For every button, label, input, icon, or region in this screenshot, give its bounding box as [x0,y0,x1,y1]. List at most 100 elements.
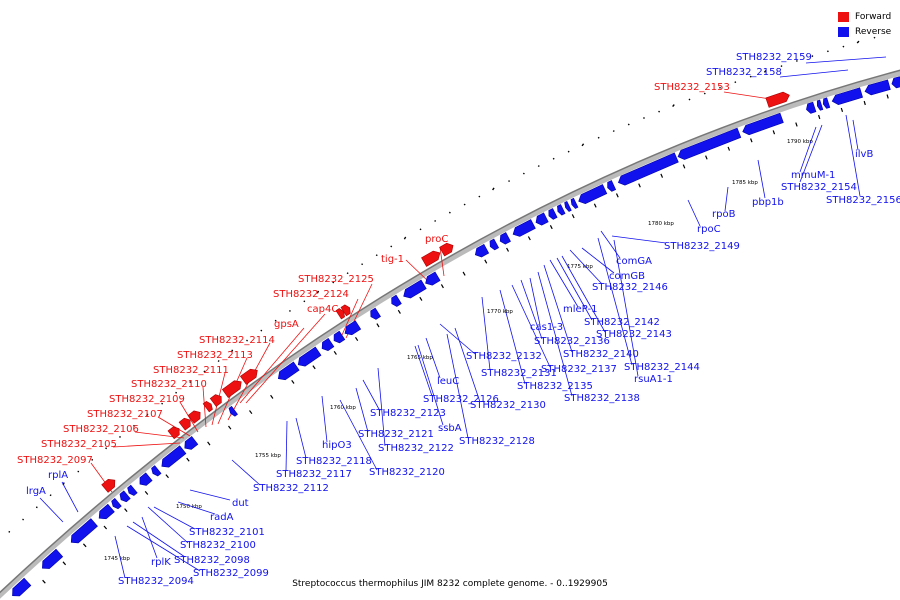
leader-line [757,159,766,199]
leader-line [439,246,445,277]
minor-tick [203,370,206,373]
minor-tick [492,187,495,191]
minor-tick [749,75,752,78]
leader-line [153,506,196,530]
minor-tick [463,203,466,206]
minor-tick [375,254,378,257]
forward-gene [421,250,441,267]
gene-labels: STH8232_2153 proC tig-1 STH8232_2125 STH8232… [17,52,900,587]
leader-line [600,230,621,259]
reverse-gene-shape [151,465,162,477]
reverse-gene [139,472,153,486]
reverse-gene-shape [548,208,558,220]
gene-label: tig-1 [381,254,404,265]
forward-gene-shape [178,417,191,431]
major-tick [397,309,401,314]
reverse-gene [831,87,863,105]
leader-line [556,257,593,321]
leader-line [724,186,729,212]
major-tick [207,441,211,446]
legend-forward-swatch [838,11,849,22]
forward-gene-shape [239,368,258,385]
leader-line [529,277,541,326]
minor-tick [133,424,135,427]
reverse-gene-shape [557,204,566,216]
forward-gene [202,400,213,413]
leader-line [132,521,186,558]
forward-gene-shape [335,308,345,320]
reverse-gene [12,577,32,597]
minor-tick [552,157,555,160]
reverse-gene-shape [333,330,346,344]
major-tick [62,561,67,566]
reverse-gene [474,243,490,258]
minor-tick [811,55,814,58]
major-tick [82,543,87,548]
leader-line [114,535,126,579]
gene-label: STH8232_2113 [177,350,253,361]
minor-tick [119,436,121,438]
major-tick [795,122,798,127]
reverse-gene-shape [42,548,64,569]
reverse-gene [535,212,549,226]
major-tick [750,138,753,143]
major-tick [727,146,731,151]
reverse-gene [564,201,572,212]
gene-label: STH8232_2132 [466,351,542,362]
leader-line [405,259,431,284]
gene-label: STH8232_2140 [563,349,639,360]
minor-tick [826,50,829,53]
major-tick [103,525,108,530]
major-tick [419,296,423,301]
reverse-gene [617,152,679,186]
gene-label: STH8232_2126 [423,394,499,405]
reverse-gene [370,307,381,320]
reverse-gene [677,127,742,160]
minor-tick [581,143,585,147]
reverse-gene-shape [321,337,335,351]
gene-label: STH8232_2159 [736,52,812,63]
reverse-gene [742,112,784,136]
gene-label: STH8232_2098 [174,555,250,566]
scale-label: 1755 kbp [255,453,281,459]
leader-line [285,420,288,472]
leader-line [687,199,701,227]
leader-line [799,124,823,183]
major-tick [818,114,821,120]
forward-gene [335,308,345,320]
minor-tick [35,506,38,509]
gene-label: ilvB [855,149,873,160]
leader-line [126,525,201,572]
leader-line [362,379,381,412]
leader-line [549,259,579,308]
forward-gene [209,394,222,407]
minor-tick [658,110,661,113]
reverse-gene-shape [228,405,238,417]
reverse-gene [297,346,322,367]
reverse-gene-shape [370,307,381,320]
gene-label: STH8232_2100 [180,540,256,551]
legend-forward-label: Forward [855,11,892,22]
major-tick [593,203,597,208]
minor-tick [795,59,798,62]
gene-label: STH8232_2125 [298,274,374,285]
scale-label: 1785 kbp [732,180,758,186]
leader-line [499,289,526,385]
legend-reverse: Reverse [838,24,891,39]
reverse-gene-shape [677,127,742,160]
gene-label: mleP-1 [563,304,597,315]
strand-legend: Forward Reverse [838,9,891,39]
forward-gene [101,478,116,493]
minor-tick [260,329,263,332]
forward-gene-shape [221,380,242,398]
minor-tick [597,136,600,139]
minor-tick [288,309,291,312]
leader-line [425,337,441,379]
gene-label: radA [210,512,234,523]
reverse-gene [489,238,500,251]
major-tick [484,259,488,264]
reverse-gene [111,497,122,510]
gene-label: pbp1b [752,197,784,208]
gene-label: STH8232_2131 [481,368,557,379]
reverse-gene [333,330,346,344]
